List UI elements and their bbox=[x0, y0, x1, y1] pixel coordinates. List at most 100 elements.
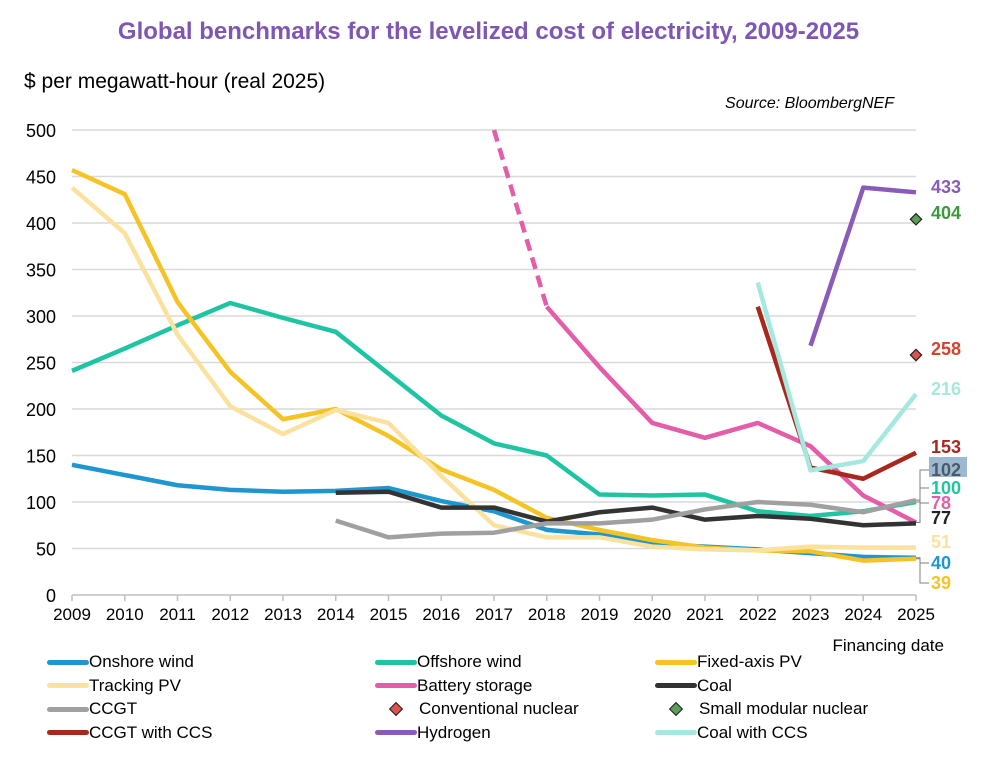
legend-label: Coal with CCS bbox=[697, 722, 808, 742]
legend-diamond-marker bbox=[668, 701, 684, 717]
legend-line-swatch bbox=[655, 659, 697, 665]
ccgt-line bbox=[335, 497, 917, 540]
legend-item-ccgt: CCGT bbox=[47, 697, 137, 721]
legend-item-battery-storage: Battery storage bbox=[375, 674, 532, 698]
label-leader-line bbox=[916, 558, 929, 584]
y-tick-label: 100 bbox=[26, 493, 56, 513]
legend-diamond-marker bbox=[388, 701, 404, 717]
legend-line-swatch bbox=[375, 659, 417, 665]
source-note: Source: BloombergNEF bbox=[725, 95, 894, 112]
x-tick-label: 2024 bbox=[844, 605, 882, 624]
coal-line bbox=[335, 489, 917, 528]
legend-label: Onshore wind bbox=[89, 652, 194, 671]
x-tick-label: 2017 bbox=[475, 605, 513, 624]
y-tick-label: 500 bbox=[26, 121, 56, 141]
legend-line-swatch bbox=[655, 730, 697, 735]
legend-label: Battery storage bbox=[417, 675, 533, 695]
y-tick-label: 150 bbox=[26, 447, 56, 467]
y-tick-label: 450 bbox=[26, 168, 56, 188]
legend-line-swatch bbox=[375, 730, 417, 735]
x-tick-label: 2016 bbox=[422, 605, 460, 624]
legend-item-tracking-pv: Tracking PV bbox=[47, 674, 181, 698]
x-tick-label: 2025 bbox=[897, 605, 935, 624]
onshore-wind-end-label: 40 bbox=[931, 553, 951, 573]
ccgt-with-ccs-line bbox=[755, 305, 917, 481]
battery-storage-line-dashed bbox=[491, 129, 549, 308]
legend-item-onshore-wind: Onshore wind bbox=[47, 650, 194, 674]
hydrogen-line bbox=[808, 185, 917, 347]
fixed-axis-pv-end-label: 39 bbox=[931, 573, 951, 593]
y-tick-label: 200 bbox=[26, 400, 56, 420]
x-tick-label: 2012 bbox=[211, 605, 249, 624]
label-leader-line bbox=[916, 469, 929, 501]
coal-with-ccs-line bbox=[755, 281, 918, 473]
y-tick-label: 50 bbox=[36, 540, 56, 560]
legend-label: Hydrogen bbox=[417, 722, 491, 742]
legend-line-swatch bbox=[47, 730, 89, 735]
legend-label: Offshore wind bbox=[417, 652, 522, 671]
series-markers bbox=[909, 212, 923, 362]
offshore-wind-end-label: 100 bbox=[931, 478, 961, 498]
x-tick-label: 2022 bbox=[739, 605, 777, 624]
hydrogen-end-label: 433 bbox=[931, 177, 961, 197]
x-tick-label: 2023 bbox=[792, 605, 830, 624]
legend-line-swatch bbox=[47, 706, 89, 712]
legend-item-hydrogen: Hydrogen bbox=[375, 721, 491, 745]
x-tick-label: 2009 bbox=[53, 605, 91, 624]
chart-title: Global benchmarks for the levelized cost… bbox=[117, 18, 860, 45]
y-tick-label: 400 bbox=[26, 214, 56, 234]
battery-storage-line bbox=[545, 305, 918, 525]
conventional-nuclear-marker bbox=[909, 348, 923, 362]
y-tick-label: 350 bbox=[26, 261, 56, 281]
legend-item-offshore-wind: Offshore wind bbox=[375, 650, 522, 674]
legend-label: CCGT with CCS bbox=[89, 722, 213, 742]
x-tick-label: 2015 bbox=[370, 605, 408, 624]
tracking-pv-end-label: 51 bbox=[931, 532, 951, 552]
x-tick-label: 2019 bbox=[581, 605, 619, 624]
x-tick-label: 2011 bbox=[159, 605, 196, 624]
legend-line-swatch bbox=[47, 659, 89, 665]
y-axis-label: $ per megawatt-hour (real 2025) bbox=[24, 70, 326, 93]
ccgt-with-ccs-end-label: 153 bbox=[931, 437, 961, 457]
x-tick-label: 2010 bbox=[106, 605, 144, 624]
conventional-nuclear-end-label: 258 bbox=[931, 339, 961, 359]
legend-line-swatch bbox=[655, 683, 697, 688]
legend-item-ccgt-with-ccs: CCGT with CCS bbox=[47, 721, 212, 745]
small-modular-nuclear-end-label: 404 bbox=[931, 203, 961, 223]
legend-label: Fixed-axis PV bbox=[697, 652, 802, 671]
y-axis-ticks: 0 50 100 150 200 250 300 350 400 450 500 bbox=[26, 121, 56, 606]
legend-item-fixed-axis-pv: Fixed-axis PV bbox=[655, 650, 802, 674]
x-tick-label: 2013 bbox=[264, 605, 302, 624]
x-tick-label: 2018 bbox=[528, 605, 566, 624]
tracking-pv-line bbox=[70, 185, 916, 553]
series-lines bbox=[70, 129, 918, 563]
legend-item-conventional-nuclear: Conventional nuclear bbox=[375, 697, 579, 721]
y-tick-label: 250 bbox=[26, 354, 56, 374]
legend-label: Small modular nuclear bbox=[699, 699, 869, 718]
legend-label: Coal bbox=[697, 675, 732, 695]
x-tick-label: 2014 bbox=[317, 605, 355, 624]
legend-item-coal: Coal bbox=[655, 674, 732, 698]
legend-item-small-modular-nuclear: Small modular nuclear bbox=[655, 697, 868, 721]
legend-label: CCGT bbox=[89, 699, 138, 718]
offshore-wind-line bbox=[71, 300, 917, 519]
y-tick-label: 300 bbox=[26, 307, 56, 327]
x-tick-label: 2021 bbox=[686, 605, 724, 624]
coal-with-ccs-end-label: 216 bbox=[931, 379, 961, 399]
x-axis-label: Financing date bbox=[832, 636, 944, 655]
onshore-wind-line bbox=[71, 462, 917, 561]
coal-end-label: 77 bbox=[931, 508, 951, 528]
legend-line-swatch bbox=[375, 683, 417, 688]
ccgt-end-label: 102 bbox=[931, 460, 961, 480]
y-tick-label: 0 bbox=[46, 586, 56, 606]
battery-storage-end-label: 78 bbox=[931, 493, 951, 513]
legend-line-swatch bbox=[47, 683, 89, 688]
x-axis: 2009 2010 2011 2012 2013 2014 2015 2016 2017 2018… bbox=[53, 594, 935, 624]
small-modular-nuclear-marker bbox=[909, 212, 923, 226]
label-leader-line bbox=[916, 502, 929, 523]
legend-label: Conventional nuclear bbox=[419, 699, 579, 718]
legend-label: Tracking PV bbox=[89, 675, 181, 695]
x-tick-label: 2020 bbox=[633, 605, 671, 624]
